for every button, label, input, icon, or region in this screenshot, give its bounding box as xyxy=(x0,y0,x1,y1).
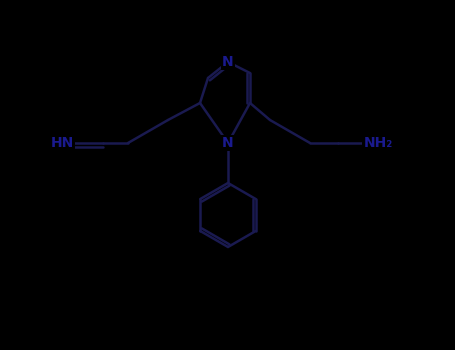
Text: NH₂: NH₂ xyxy=(364,136,393,150)
Text: HN: HN xyxy=(51,136,74,150)
Text: N: N xyxy=(222,55,234,69)
Text: N: N xyxy=(222,136,234,150)
